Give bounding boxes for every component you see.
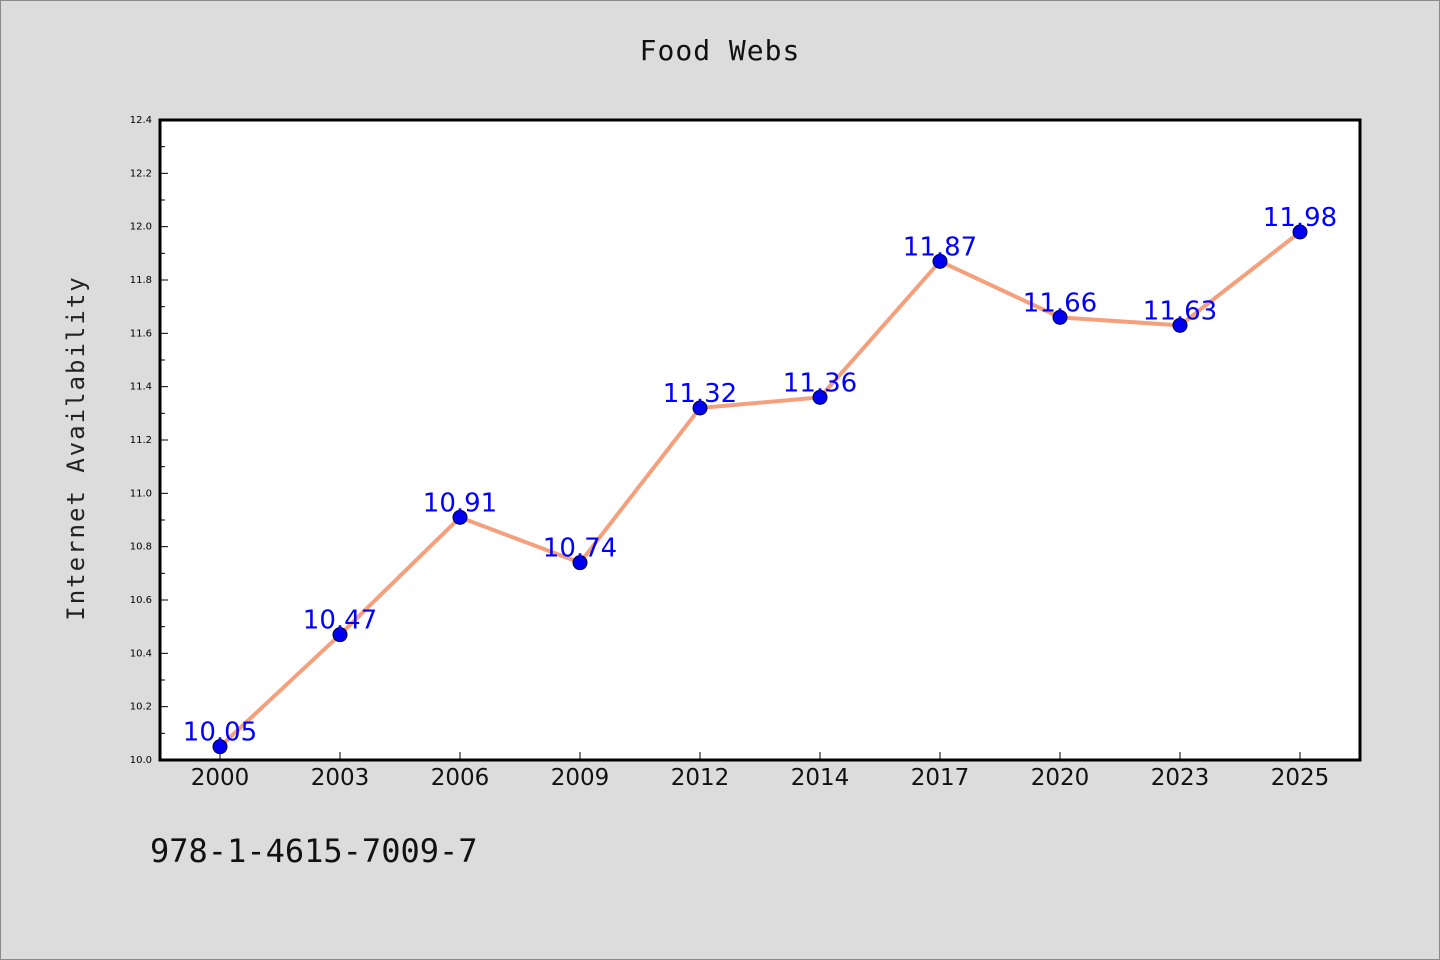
y-tick-label: 11.0 <box>130 488 152 499</box>
series-line-group <box>218 230 1302 749</box>
plot-area <box>160 120 1360 760</box>
y-tick-label: 11.2 <box>130 435 152 446</box>
y-tick-label: 10.6 <box>130 595 152 606</box>
data-point <box>692 400 708 416</box>
plot-border <box>158 118 1362 762</box>
data-label: 11.63 <box>1143 296 1217 326</box>
y-tick-label: 11.4 <box>130 382 152 393</box>
series-line <box>218 230 1302 749</box>
data-label: 11.36 <box>783 368 857 398</box>
data-label: 10.74 <box>543 534 617 564</box>
series-labels-group: 10.05 10.47 10.91 10.74 11.32 11.36 11.87 11.66… <box>183 203 1337 748</box>
y-tick-label: 12.4 <box>130 115 152 126</box>
data-label: 10.05 <box>183 718 257 748</box>
isbn-text: 978-1-4615-7009-7 <box>150 832 478 870</box>
x-tick-label: 2006 <box>431 765 490 791</box>
data-label: 10.91 <box>423 488 497 518</box>
x-tick-label: 2017 <box>911 765 970 791</box>
data-label: 11.66 <box>1023 288 1097 318</box>
y-tick-label: 12.2 <box>130 168 152 179</box>
x-tick-label: 2000 <box>191 765 250 791</box>
y-tick-label: 10.0 <box>130 755 152 766</box>
y-tick-label: 11.8 <box>130 275 152 286</box>
data-point <box>212 739 228 755</box>
data-label: 11.32 <box>663 379 737 409</box>
x-tick-label: 2023 <box>1151 765 1210 791</box>
x-tick-label: 2003 <box>311 765 370 791</box>
data-point <box>1172 317 1188 333</box>
y-tick-label: 10.2 <box>130 702 152 713</box>
y-tick-label: 10.4 <box>130 648 152 659</box>
data-point <box>572 555 588 571</box>
y-tick-label: 11.6 <box>130 328 152 339</box>
data-point <box>1052 309 1068 325</box>
data-point <box>452 509 468 525</box>
chart-title: Food Webs <box>639 34 801 67</box>
data-point <box>1292 224 1308 240</box>
data-label: 10.47 <box>303 606 377 636</box>
x-tick-label: 2009 <box>551 765 610 791</box>
y-tick-label: 12.0 <box>130 222 152 233</box>
data-label: 11.98 <box>1263 203 1337 233</box>
data-point <box>812 389 828 405</box>
data-point <box>332 627 348 643</box>
y-axis: 10.0 10.2 10.4 10.6 10.8 11.0 11.2 11.4 11.6 11.8… <box>130 115 168 766</box>
x-tick-label: 2012 <box>671 765 730 791</box>
x-tick-label: 2020 <box>1031 765 1090 791</box>
x-axis: 2000 2003 2006 2009 2012 2014 2017 2020 2023 2025 <box>191 752 1330 791</box>
data-point <box>932 253 948 269</box>
x-tick-label: 2014 <box>791 765 850 791</box>
y-tick-label: 10.8 <box>130 542 152 553</box>
series-points-group <box>212 224 1308 755</box>
x-tick-label: 2025 <box>1271 765 1330 791</box>
data-label: 11.87 <box>903 232 977 262</box>
